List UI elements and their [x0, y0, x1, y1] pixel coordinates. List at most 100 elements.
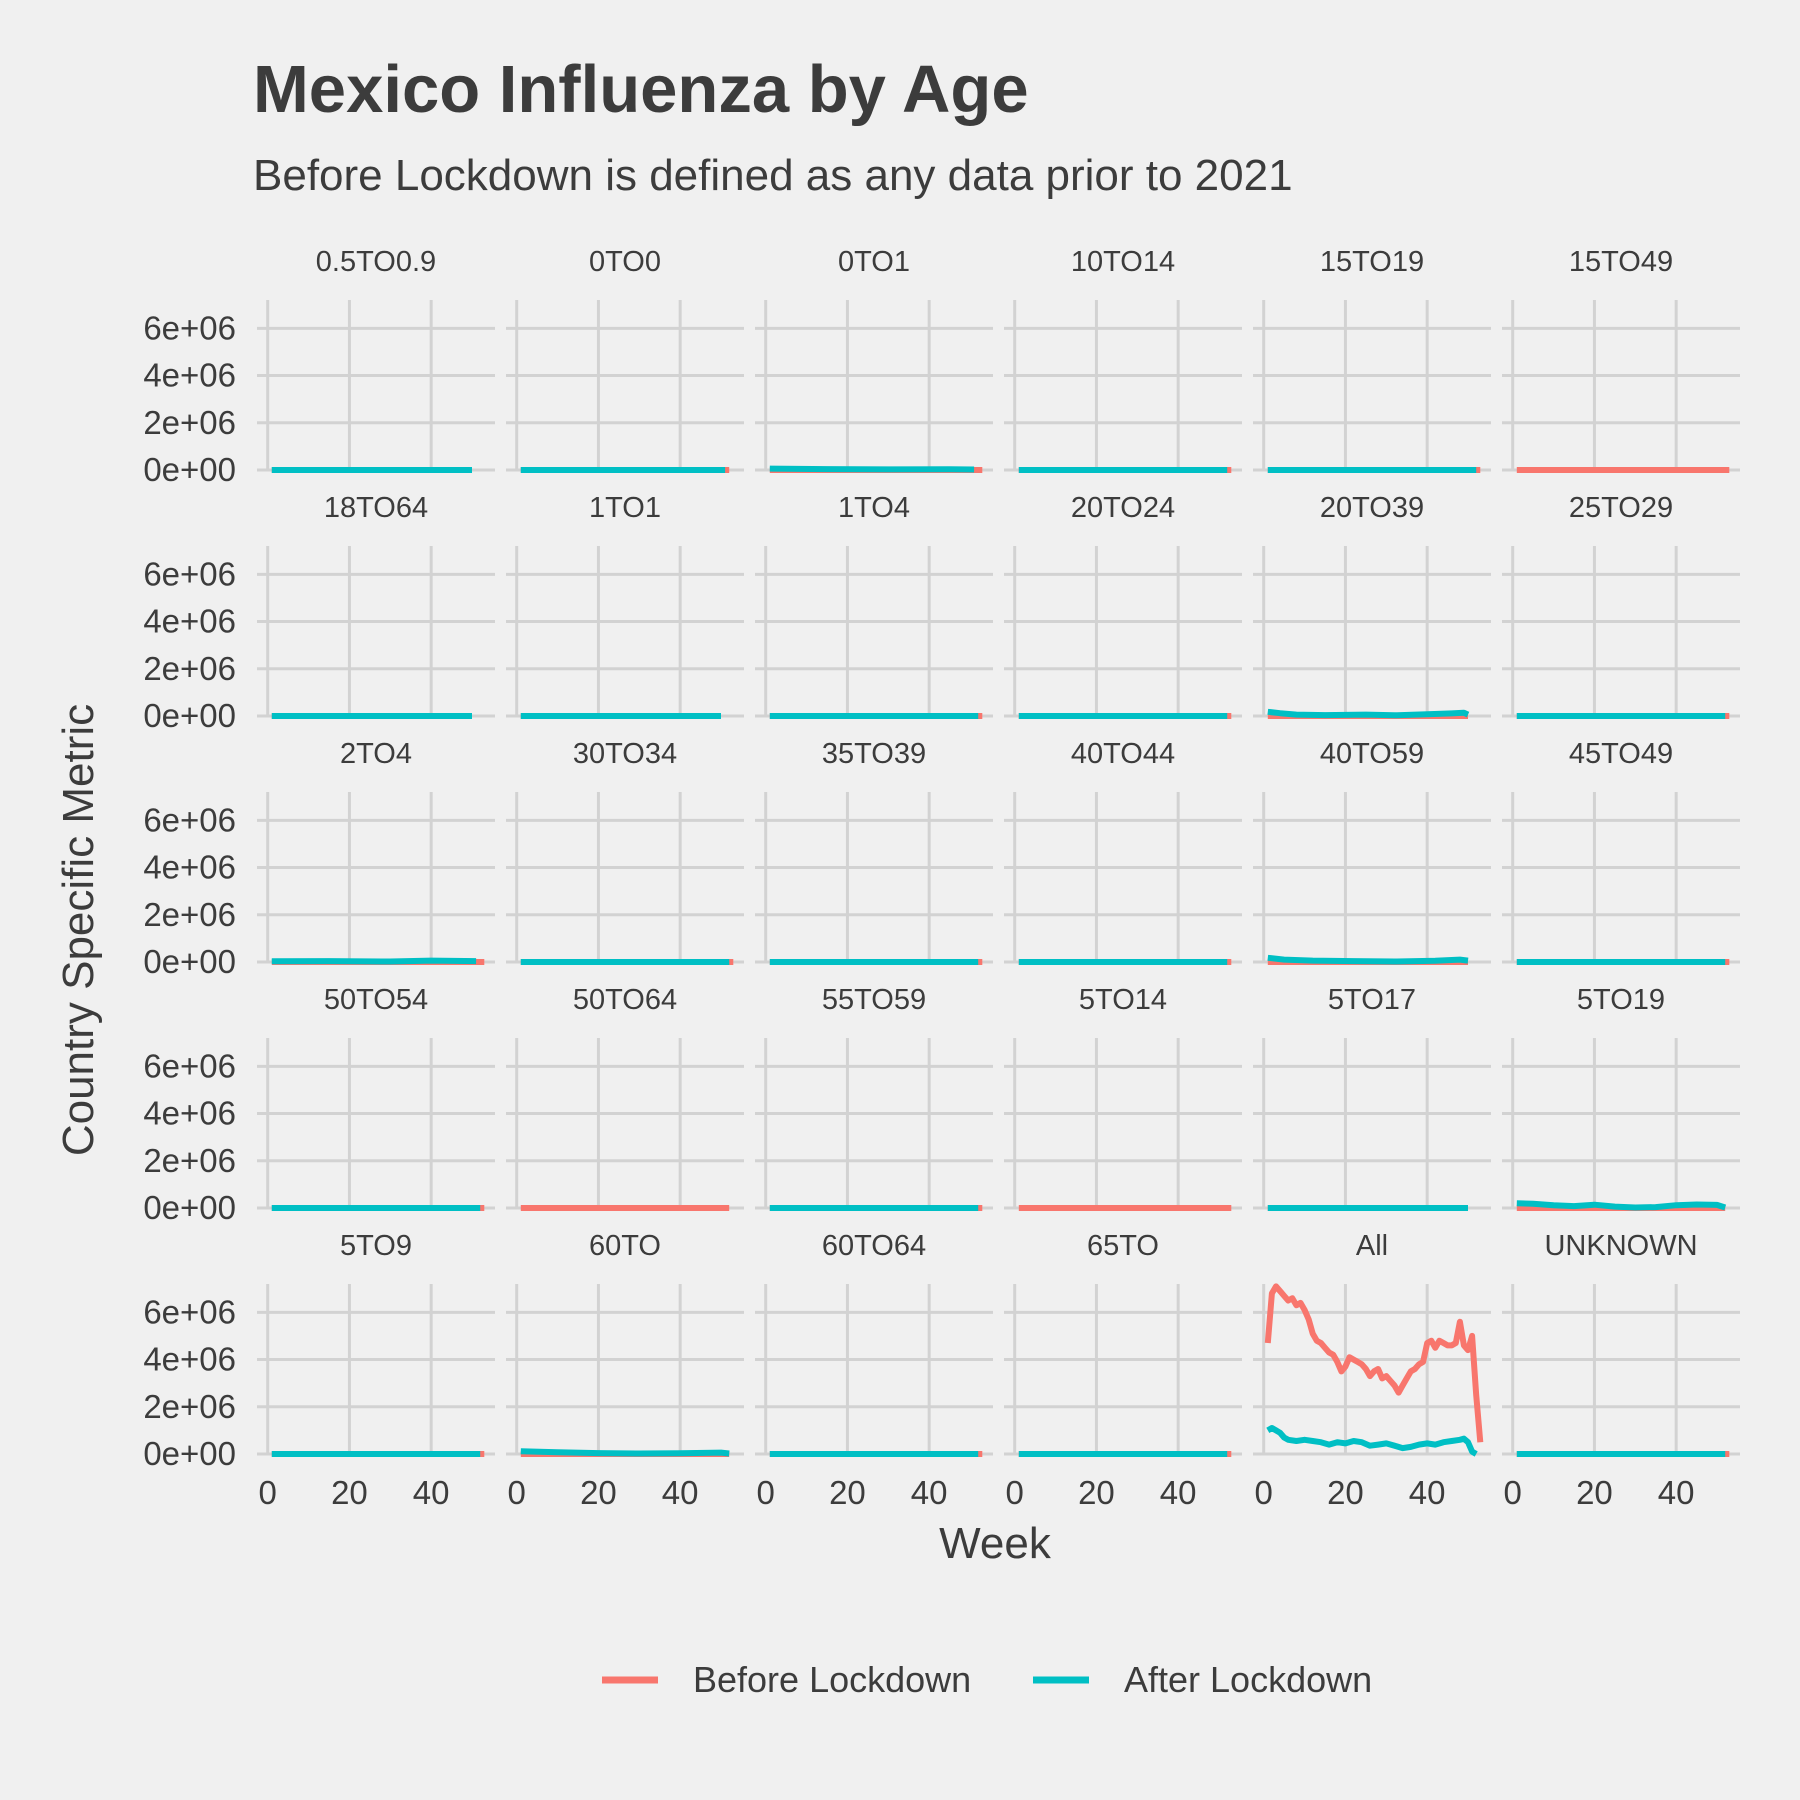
facet-strip-label: 50TO64 [573, 984, 677, 1016]
facet-panel: 5TO14 [1004, 984, 1242, 1211]
facet-strip-label: 1TO4 [838, 492, 910, 524]
facet-panel: 30TO34 [506, 738, 744, 965]
facet-strip-label: 45TO49 [1569, 738, 1673, 770]
facet-panel: 1TO1 [506, 492, 744, 719]
x-tick-label: 40 [662, 1474, 699, 1511]
legend-label-after: After Lockdown [1124, 1659, 1372, 1700]
facet-panel: 10TO14 [1004, 246, 1242, 473]
x-tick-label: 20 [829, 1474, 866, 1511]
series-line-after-lockdown [1266, 1425, 1478, 1457]
series-line-after-lockdown [769, 465, 975, 473]
facet-panel: 2TO4 [257, 738, 495, 965]
facet-strip-label: 60TO [589, 1230, 661, 1262]
facet-panel: 55TO59 [755, 984, 993, 1211]
x-tick-label: 40 [1409, 1474, 1446, 1511]
x-tick-label: 40 [911, 1474, 948, 1511]
y-tick-label: 0e+00 [143, 697, 236, 734]
facet-panel: 40TO59 [1253, 738, 1491, 965]
x-tick-label: 20 [1576, 1474, 1613, 1511]
facet-grid: 0.5TO0.9 0e+00 2e+06 4e+06 6e+06 0TO0 0TO1 10TO… [143, 246, 1740, 1511]
facet-strip-label: 0TO1 [838, 246, 910, 278]
facet-panel: 0TO0 [506, 246, 744, 473]
facet-strip-label: UNKNOWN [1544, 1230, 1697, 1262]
y-tick-label: 0e+00 [143, 1189, 236, 1226]
facet-strip-label: 35TO39 [822, 738, 926, 770]
y-tick-label: 4e+06 [143, 1095, 236, 1132]
series-line-after-lockdown [1267, 708, 1470, 719]
facet-strip-label: 18TO64 [324, 492, 428, 524]
facet-panel: 40TO44 [1004, 738, 1242, 965]
facet-panel: 0.5TO0.9 [257, 246, 495, 473]
x-tick-label: 0 [259, 1474, 277, 1511]
series-line-after-lockdown [1516, 1200, 1727, 1211]
chart-subtitle: Before Lockdown is defined as any data p… [253, 151, 1293, 200]
facet-panel: 1TO4 [755, 492, 993, 719]
y-tick-label: 6e+06 [143, 1047, 236, 1084]
y-tick-label: 2e+06 [143, 1142, 236, 1179]
facet-strip-label: All [1356, 1230, 1388, 1262]
legend: Before Lockdown After Lockdown [602, 1659, 1372, 1700]
facet-strip-label: 10TO14 [1071, 246, 1175, 278]
facet-panel: 50TO64 [506, 984, 744, 1211]
facet-strip-label: 60TO64 [822, 1230, 926, 1262]
x-tick-label: 40 [1658, 1474, 1695, 1511]
facet-panel: 5TO9 [257, 1230, 495, 1457]
y-tick-label: 4e+06 [143, 849, 236, 886]
facet-strip-label: 5TO14 [1079, 984, 1167, 1016]
y-tick-label: 6e+06 [143, 1293, 236, 1330]
facet-strip-label: 30TO34 [573, 738, 677, 770]
y-tick-label: 4e+06 [143, 603, 236, 640]
y-axis-label: Country Specific Metric [54, 704, 103, 1156]
x-tick-label: 0 [1255, 1474, 1273, 1511]
x-tick-label: 0 [508, 1474, 526, 1511]
facet-strip-label: 50TO54 [324, 984, 428, 1016]
facet-strip-label: 65TO [1087, 1230, 1159, 1262]
x-tick-label: 20 [1078, 1474, 1115, 1511]
facet-panel: 20TO24 [1004, 492, 1242, 719]
facet-panel: 20TO39 [1253, 492, 1491, 719]
facet-strip-label: 5TO17 [1328, 984, 1416, 1016]
facet-panel: 25TO29 [1502, 492, 1740, 719]
series-line-after-lockdown [271, 957, 477, 965]
facet-strip-label: 15TO19 [1320, 246, 1424, 278]
facet-strip-label: 15TO49 [1569, 246, 1673, 278]
x-tick-label: 0 [1006, 1474, 1024, 1511]
y-tick-label: 2e+06 [143, 404, 236, 441]
facet-strip-label: 25TO29 [1569, 492, 1673, 524]
facet-panel: 35TO39 [755, 738, 993, 965]
facet-panel: 15TO19 [1253, 246, 1491, 473]
facet-panel: 5TO19 [1502, 984, 1740, 1211]
y-tick-label: 2e+06 [143, 650, 236, 687]
y-tick-label: 6e+06 [143, 309, 236, 346]
facet-strip-label: 5TO19 [1577, 984, 1665, 1016]
x-tick-label: 40 [1160, 1474, 1197, 1511]
x-axis-label: Week [939, 1519, 1052, 1568]
facet-strip-label: 0.5TO0.9 [316, 246, 436, 278]
x-tick-label: 0 [1504, 1474, 1522, 1511]
facet-strip-label: 2TO4 [340, 738, 412, 770]
legend-label-before: Before Lockdown [693, 1659, 971, 1700]
facet-panel: All [1253, 1230, 1491, 1457]
chart-title: Mexico Influenza by Age [253, 52, 1029, 127]
y-tick-label: 0e+00 [143, 1435, 236, 1472]
facet-strip-label: 40TO59 [1320, 738, 1424, 770]
facet-strip-label: 0TO0 [589, 246, 661, 278]
facet-panel: 15TO49 [1502, 246, 1740, 473]
y-tick-label: 0e+00 [143, 451, 236, 488]
x-tick-label: 20 [331, 1474, 368, 1511]
y-tick-label: 2e+06 [143, 1388, 236, 1425]
facet-strip-label: 20TO24 [1071, 492, 1175, 524]
y-tick-label: 2e+06 [143, 896, 236, 933]
facet-panel: UNKNOWN [1502, 1230, 1740, 1457]
facet-panel: 50TO54 [257, 984, 495, 1211]
series-line-after-lockdown [520, 1448, 730, 1457]
facet-strip-label: 5TO9 [340, 1230, 412, 1262]
facet-strip-label: 55TO59 [822, 984, 926, 1016]
series-line-after-lockdown [1267, 954, 1469, 965]
facet-panel: 0TO1 [755, 246, 993, 473]
x-tick-label: 0 [757, 1474, 775, 1511]
facet-panel: 65TO [1004, 1230, 1242, 1457]
y-tick-label: 4e+06 [143, 1341, 236, 1378]
